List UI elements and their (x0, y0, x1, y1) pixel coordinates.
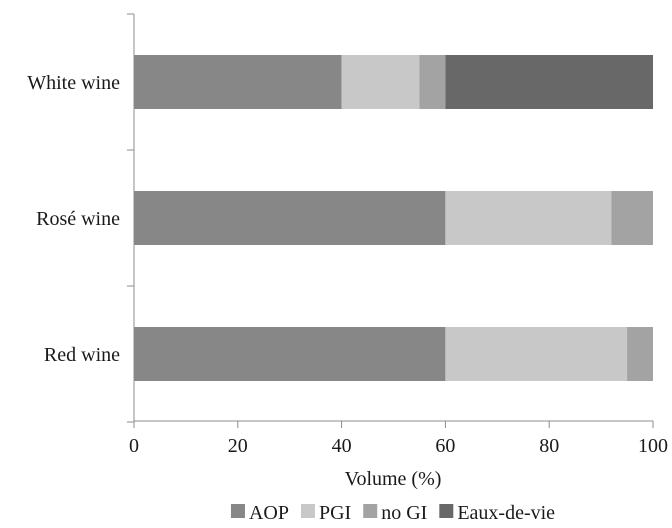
legend-label: AOP (249, 502, 289, 524)
x-tick-label: 40 (332, 435, 352, 457)
legend-swatch (300, 504, 315, 518)
legend-label: Eaux-de-vie (457, 502, 555, 524)
legend-item-no-gi: no GI (363, 502, 427, 524)
x-tick-label: 60 (435, 435, 455, 457)
y-tick-label: Rosé wine (36, 208, 120, 230)
x-axis-ticks (133, 421, 654, 428)
legend-swatch (439, 504, 454, 518)
legend-label: no GI (381, 502, 427, 524)
x-axis-tick-labels: 0 20 40 60 80 100 (129, 435, 668, 457)
x-axis-title: Volume (%) (345, 468, 442, 490)
legend-item-eaux-de-vie: Eaux-de-vie (439, 502, 555, 524)
bar-red-wine-aop (134, 327, 446, 381)
bar-white-wine-pgi (341, 55, 420, 109)
x-tick-label: 100 (638, 435, 668, 457)
legend: AOP PGI no GI Eaux-de-vie (230, 502, 555, 524)
x-tick-label: 0 (129, 435, 139, 457)
bar-ros-wine-pgi (445, 191, 612, 245)
bar-white-wine-aop (134, 55, 342, 109)
bar-layer (134, 55, 653, 381)
legend-label: PGI (319, 502, 351, 524)
bar-white-wine-no-gi (419, 55, 446, 109)
bar-red-wine-pgi (445, 327, 628, 381)
legend-item-pgi: PGI (300, 502, 351, 524)
y-axis-ticks (127, 13, 134, 423)
legend-swatch (363, 504, 378, 518)
y-axis-tick-labels: White wine Rosé wine Red wine (27, 72, 120, 366)
bar-red-wine-no-gi (627, 327, 653, 381)
legend-swatch (230, 504, 245, 518)
bar-ros-wine-aop (134, 191, 446, 245)
x-tick-label: 80 (539, 435, 559, 457)
bar-white-wine-eaux-de-vie (445, 55, 653, 109)
legend-item-aop: AOP (230, 502, 289, 524)
bar-ros-wine-no-gi (611, 191, 653, 245)
y-tick-label: Red wine (44, 344, 120, 366)
x-tick-label: 20 (228, 435, 248, 457)
y-tick-label: White wine (27, 72, 120, 94)
